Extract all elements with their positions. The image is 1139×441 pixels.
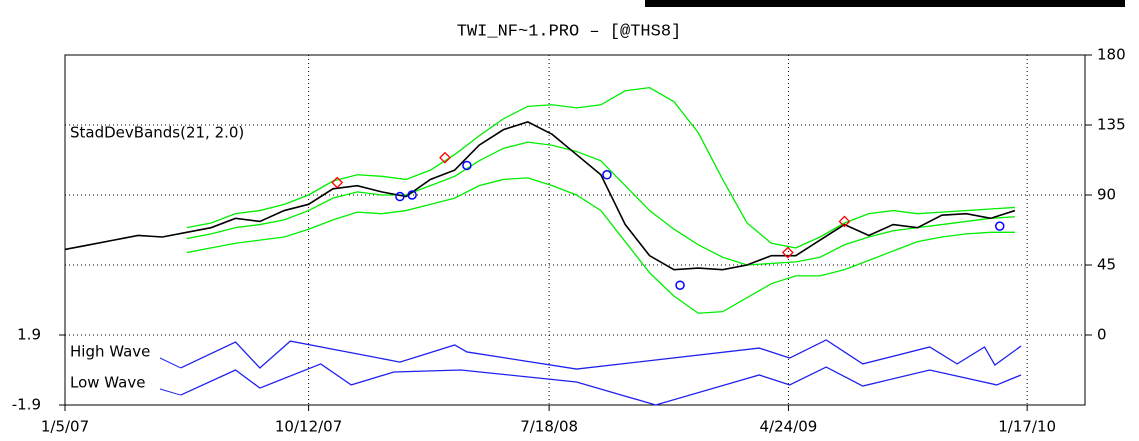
y-tick-label: 90 <box>1097 186 1116 204</box>
pivot-marker <box>439 151 451 164</box>
legend-label: Low Wave <box>70 374 145 392</box>
wave-line <box>180 339 1022 370</box>
y-tick-label: 0 <box>1097 326 1107 344</box>
legend-leader <box>159 388 181 396</box>
band-line <box>186 86 1016 249</box>
x-tick-label: 1/5/07 <box>41 418 89 436</box>
x-tick-label: 1/17/10 <box>998 418 1056 436</box>
pivot-marker <box>407 190 417 200</box>
band-label: StadDevBands(21, 2.0) <box>70 124 244 142</box>
legend-label: High Wave <box>70 343 150 361</box>
pivot-marker <box>675 280 685 290</box>
legend-leader <box>159 357 181 369</box>
y-tick-label: 1.9 <box>17 326 41 344</box>
pivot-marker <box>462 160 472 171</box>
chart-title: TWI_NF~1.PRO – [@THS8] <box>457 22 681 41</box>
pivot-marker <box>838 215 851 228</box>
pivot-marker <box>994 221 1005 231</box>
x-tick-label: 7/18/08 <box>520 418 578 436</box>
x-tick-label: 10/12/07 <box>275 418 342 436</box>
wave-line <box>180 363 1022 406</box>
window-edge <box>645 0 1125 7</box>
plot-frame <box>64 54 1086 406</box>
y-tick-label: 45 <box>1097 256 1116 274</box>
band-line <box>186 177 1015 314</box>
price-line <box>64 121 1016 271</box>
y-tick-label: 180 <box>1097 46 1126 64</box>
band-line <box>186 141 1016 266</box>
y-tick-label: -1.9 <box>12 396 41 414</box>
pivot-marker <box>395 191 405 202</box>
pivot-marker <box>781 246 794 259</box>
y-tick-label: 135 <box>1097 116 1126 134</box>
x-tick-label: 4/24/09 <box>760 418 818 436</box>
pivot-marker <box>602 170 612 180</box>
pivot-marker <box>331 176 344 189</box>
